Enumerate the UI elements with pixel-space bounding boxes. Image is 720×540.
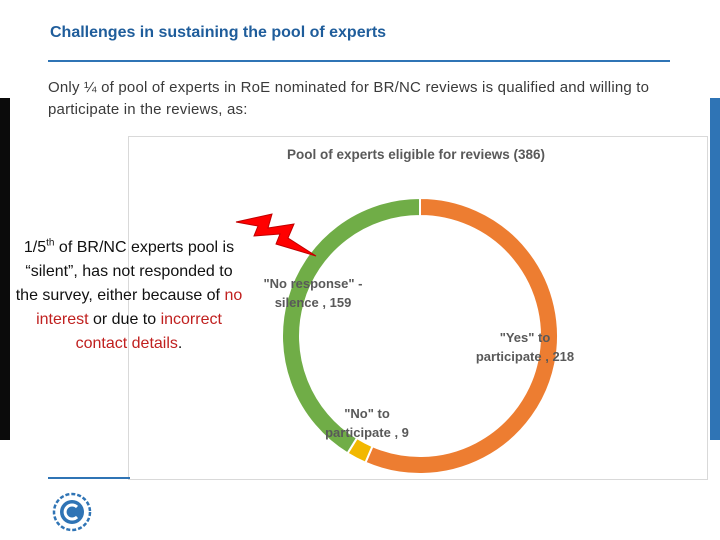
callout-text: 1/5th of BR/NC experts pool is “silent”,… <box>14 236 244 356</box>
data-label-yes-line2: participate , 218 <box>476 349 574 364</box>
lightning-bolt-icon <box>235 213 317 257</box>
right-accent-bar <box>710 98 720 440</box>
left-accent-bar <box>0 98 10 440</box>
donut-chart-panel: Pool of experts eligible for reviews (38… <box>128 136 708 480</box>
data-label-no-line2: participate , 9 <box>325 425 409 440</box>
callout-text-1: of BR/NC experts pool is “silent”, has n… <box>15 239 235 304</box>
title-divider <box>48 60 670 62</box>
callout-incorrect-contact: incorrect contact details <box>75 311 222 352</box>
bottom-divider <box>48 477 130 479</box>
data-label-yes-line1: "Yes" to <box>500 330 551 345</box>
chart-title: Pool of experts eligible for reviews (38… <box>287 147 545 162</box>
data-label-silence-line2: silence , 159 <box>275 295 352 310</box>
data-label-no-line1: "No" to <box>344 406 390 421</box>
slide-title: Challenges in sustaining the pool of exp… <box>50 24 387 41</box>
data-label-silence-line1: "No response" - <box>263 276 362 291</box>
donut-chart: Pool of experts eligible for reviews (38… <box>263 147 574 475</box>
callout-text-3: . <box>177 335 183 352</box>
unfccc-logo-icon <box>52 492 92 532</box>
callout-text-2: or due to <box>88 311 161 328</box>
donut-slice-silence <box>281 196 421 455</box>
callout-superscript: th <box>46 237 55 249</box>
intro-text: Only ¼ of pool of experts in RoE nominat… <box>48 79 650 118</box>
callout-no-interest: no interest <box>36 287 243 328</box>
callout-fraction: 1/5 <box>23 239 47 256</box>
